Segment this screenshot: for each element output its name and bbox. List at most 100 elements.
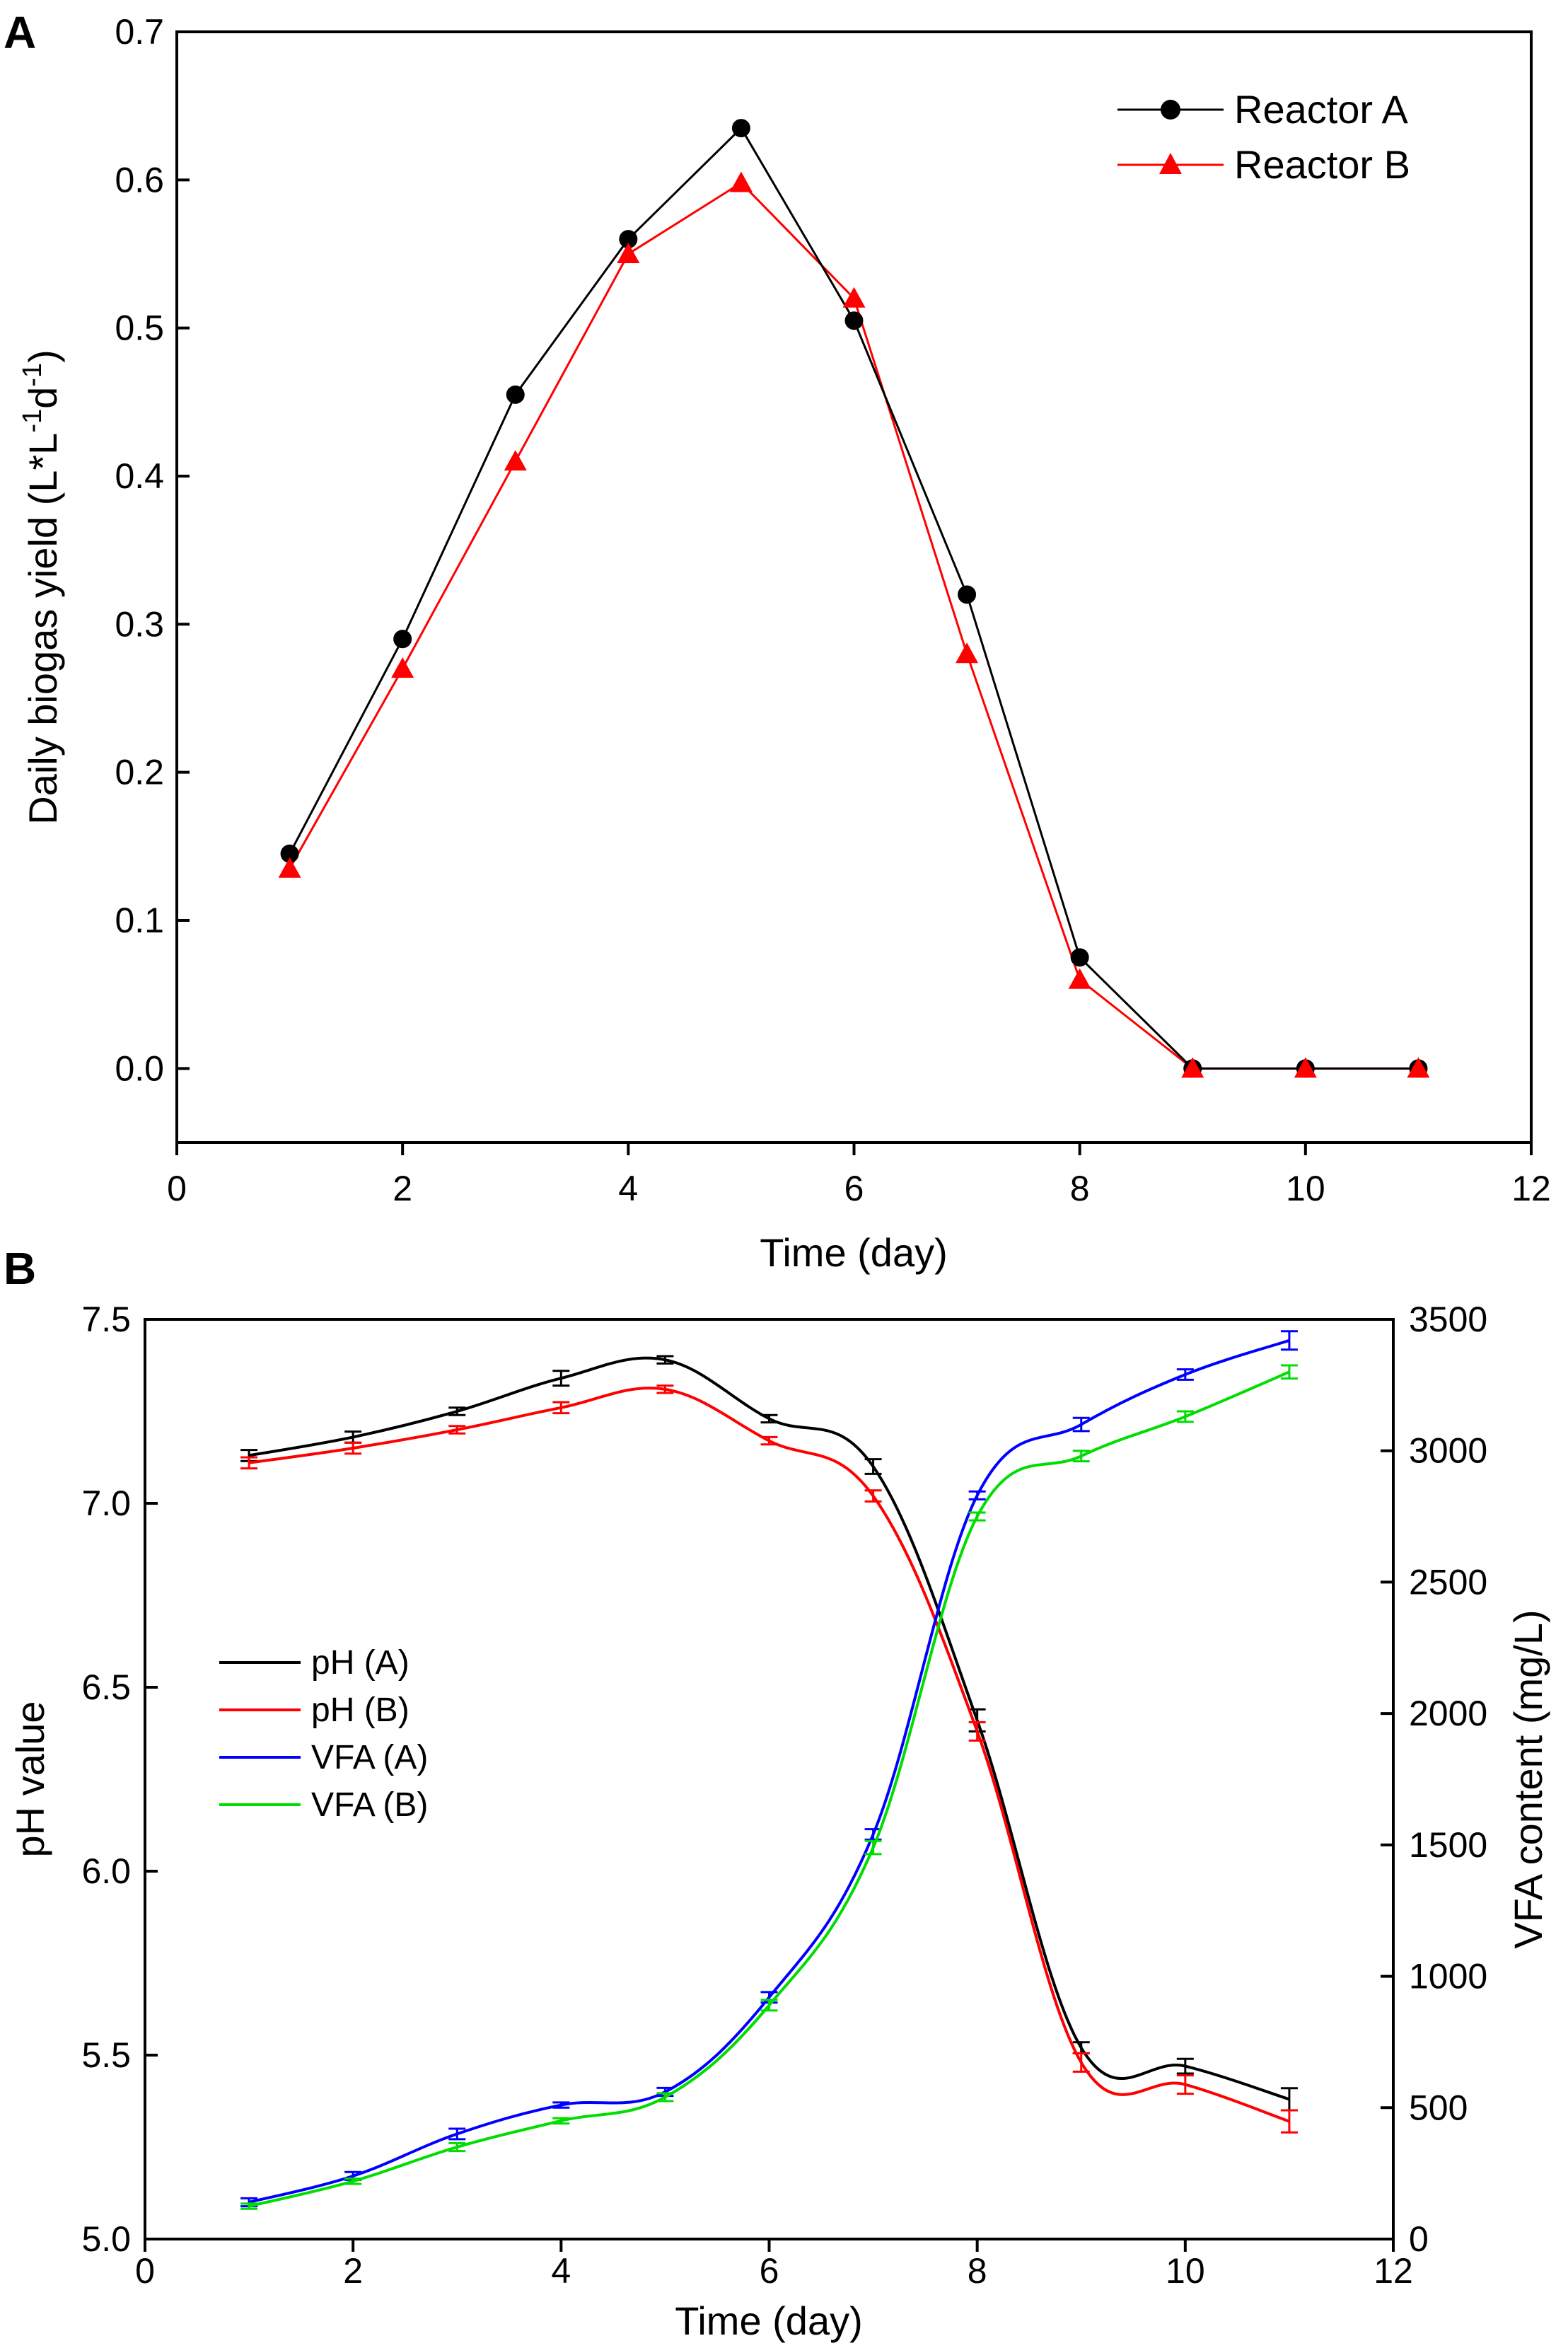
y-tick-label-left: 5.5 bbox=[81, 2035, 131, 2075]
panel-b-y-ticks-left: 5.0 5.5 6.0 6.5 7.0 7.5 bbox=[81, 1300, 158, 2259]
point-reactor-b bbox=[617, 243, 640, 263]
y-tick-label: 0.6 bbox=[115, 160, 164, 199]
error-bar-ph-a bbox=[552, 1370, 570, 1387]
error-bar-vfa-b bbox=[760, 1999, 778, 2012]
point-reactor-b bbox=[1181, 1057, 1204, 1078]
error-bar-ph-a bbox=[1176, 2057, 1194, 2075]
y-tick-label-right: 0 bbox=[1409, 2219, 1429, 2259]
error-bar-ph-b bbox=[448, 1425, 466, 1435]
error-bar-ph-a bbox=[1280, 2087, 1298, 2112]
legend-label-reactor-b: Reactor B bbox=[1234, 142, 1410, 187]
legend-label-reactor-a: Reactor A bbox=[1234, 87, 1409, 132]
point-reactor-a bbox=[619, 230, 638, 249]
point-reactor-a bbox=[958, 585, 977, 604]
error-bar-vfa-a bbox=[1072, 1416, 1090, 1433]
legend-item-vfa-a: VFA (A) bbox=[219, 1739, 428, 1776]
error-bar-vfa-b bbox=[240, 2202, 258, 2210]
y-tick-label-left: 7.5 bbox=[81, 1300, 131, 1339]
x-tick-label: 6 bbox=[844, 1169, 864, 1208]
error-bar-vfa-b bbox=[1176, 1410, 1194, 1423]
point-reactor-a bbox=[1070, 948, 1089, 967]
y-tick-label-left: 7.0 bbox=[81, 1484, 131, 1523]
error-bar-ph-b bbox=[1072, 2052, 1090, 2073]
panel-b-plot-frame bbox=[144, 1318, 1395, 2240]
error-bar-ph-a bbox=[864, 1458, 882, 1475]
panel-a-letter: A bbox=[4, 7, 36, 58]
y-tick-label-right: 1000 bbox=[1409, 1957, 1487, 1996]
panel-b-x-ticks: 0 2 4 6 8 10 12 bbox=[135, 2239, 1413, 2291]
panel-b-series bbox=[240, 1330, 1298, 2210]
error-bar-vfa-b bbox=[656, 2092, 674, 2103]
y-tick-label: 0.3 bbox=[115, 604, 164, 644]
legend-marker-reactor-a bbox=[1161, 100, 1180, 120]
panel-a-legend: Reactor A Reactor B bbox=[1117, 87, 1410, 187]
x-tick-label: 10 bbox=[1166, 2251, 1205, 2291]
point-reactor-b bbox=[278, 857, 301, 878]
series-line-vfa-a bbox=[248, 1338, 1290, 2204]
panel-b-x-axis-title: Time (day) bbox=[675, 2298, 863, 2343]
y-tick-label: 0.1 bbox=[115, 901, 164, 940]
legend-item-reactor-a: Reactor A bbox=[1117, 87, 1409, 132]
y-tick-label-right: 2500 bbox=[1409, 1562, 1487, 1602]
panel-a-y-title-sup-2: -1 bbox=[18, 363, 47, 387]
panel-b-y-axis-title-right: VFA content (mg/L) bbox=[1506, 1609, 1550, 1948]
point-reactor-b bbox=[504, 450, 527, 471]
y-tick-label-right: 2000 bbox=[1409, 1694, 1487, 1733]
panel-a-x-axis-title: Time (day) bbox=[760, 1230, 948, 1275]
x-tick-label: 4 bbox=[618, 1169, 638, 1208]
legend-label-ph-a: pH (A) bbox=[311, 1644, 410, 1682]
error-bar-vfa-a bbox=[1280, 1330, 1298, 1351]
legend-item-reactor-b: Reactor B bbox=[1117, 142, 1410, 187]
point-reactor-b bbox=[956, 642, 979, 664]
error-bar-ph-b bbox=[240, 1456, 258, 1470]
error-bar-vfa-a bbox=[552, 2101, 570, 2109]
x-tick-label: 0 bbox=[135, 2251, 155, 2291]
x-tick-label: 0 bbox=[167, 1169, 187, 1208]
error-bar-ph-b bbox=[552, 1401, 570, 1415]
y-tick-label-left: 6.0 bbox=[81, 1851, 131, 1891]
panel-b-y-axis-title-left: pH value bbox=[8, 1701, 52, 1857]
point-reactor-b bbox=[1068, 968, 1091, 989]
error-bar-vfa-a bbox=[1176, 1368, 1194, 1381]
panel-a-y-title-sup-1: -1 bbox=[18, 409, 47, 433]
error-bar-ph-b bbox=[1280, 2109, 1298, 2134]
error-bar-ph-a bbox=[448, 1406, 466, 1416]
legend-item-ph-a: pH (A) bbox=[219, 1644, 410, 1682]
error-bar-vfa-a bbox=[448, 2127, 466, 2141]
x-tick-label: 6 bbox=[760, 2251, 779, 2291]
error-bar-vfa-b bbox=[552, 2117, 570, 2125]
panel-a-x-ticks: 0 2 4 6 8 10 12 bbox=[167, 1143, 1551, 1208]
error-bar-ph-b bbox=[864, 1489, 882, 1503]
legend-label-vfa-b: VFA (B) bbox=[311, 1786, 428, 1824]
x-tick-label: 12 bbox=[1511, 1169, 1551, 1208]
point-reactor-a bbox=[393, 630, 412, 649]
series-line-ph-a bbox=[248, 1356, 1290, 2101]
series-line-vfa-b bbox=[248, 1370, 1290, 2208]
legend-marker-reactor-b bbox=[1159, 153, 1182, 174]
error-bar-vfa-b bbox=[448, 2141, 466, 2153]
y-tick-label-left: 6.5 bbox=[81, 1667, 131, 1707]
y-tick-label: 0.4 bbox=[115, 456, 164, 496]
point-reactor-a bbox=[280, 844, 299, 863]
y-tick-label: 0.0 bbox=[115, 1048, 164, 1088]
series-line-reactor-a bbox=[289, 126, 1419, 1070]
error-bar-vfa-b bbox=[968, 1511, 986, 1522]
panel-a-y-axis-title: Daily biogas yield (L*L-1d-1) bbox=[18, 349, 65, 824]
panel-b: B 5.0 5.5 6.0 6.5 7.0 7.5 0 500 1000 1500 2000 250… bbox=[4, 1243, 1550, 2343]
y-tick-label-right: 3000 bbox=[1409, 1431, 1487, 1471]
error-bar-vfa-b bbox=[344, 2178, 362, 2185]
panel-a-y-title-part-3: ) bbox=[21, 349, 65, 363]
y-tick-label: 0.7 bbox=[115, 12, 164, 52]
x-tick-label: 2 bbox=[343, 2251, 363, 2291]
legend-item-ph-b: pH (B) bbox=[219, 1691, 410, 1729]
point-reactor-b bbox=[842, 287, 866, 308]
x-tick-label: 8 bbox=[1070, 1169, 1090, 1208]
point-reactor-a bbox=[506, 385, 525, 404]
panel-a-series bbox=[278, 119, 1430, 1078]
error-bar-ph-a bbox=[760, 1413, 778, 1424]
panel-a-plot-frame bbox=[175, 30, 1533, 1144]
panel-b-y-ticks-right: 0 500 1000 1500 2000 2500 3000 3500 bbox=[1381, 1300, 1487, 2259]
error-bar-vfa-b bbox=[864, 1839, 882, 1856]
error-bar-ph-b bbox=[968, 1720, 986, 1742]
